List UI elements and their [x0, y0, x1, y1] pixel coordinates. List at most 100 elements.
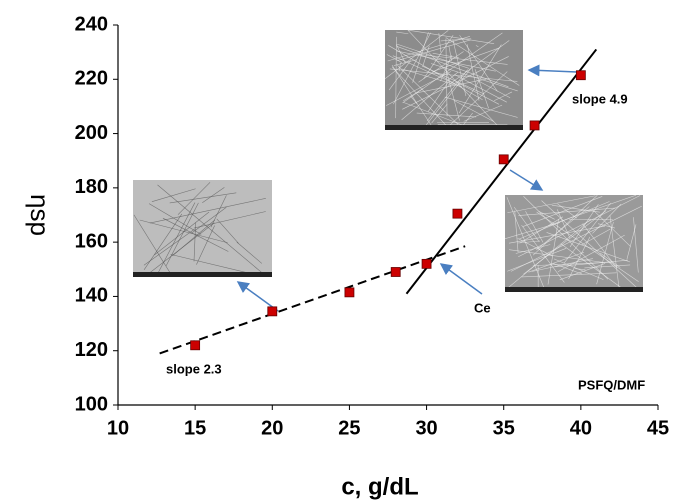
- texture: [387, 36, 471, 62]
- texture: [445, 67, 460, 121]
- texture: [407, 29, 495, 44]
- texture: [396, 31, 409, 35]
- texture: [521, 272, 617, 278]
- data-point: [498, 154, 509, 165]
- texture: [395, 36, 397, 119]
- x-tick-label: 20: [261, 417, 283, 439]
- texture: [402, 56, 509, 110]
- texture: [393, 32, 431, 105]
- texture: [145, 222, 215, 277]
- texture: [532, 195, 598, 256]
- texture: [210, 195, 227, 228]
- texture: [592, 208, 631, 247]
- texture: [133, 214, 171, 273]
- data-point: [190, 340, 201, 351]
- data-point: [267, 306, 278, 317]
- y-tick-label: 220: [75, 68, 108, 90]
- y-tick-label: 240: [75, 13, 108, 35]
- texture: [418, 51, 464, 83]
- x-axis-label: c, g/dL: [341, 473, 418, 500]
- texture: [156, 202, 196, 276]
- texture: [626, 224, 637, 260]
- texture: [421, 65, 485, 95]
- texture: [518, 195, 641, 258]
- texture: [448, 71, 508, 127]
- sem-image: [133, 180, 272, 277]
- texture: [154, 211, 210, 256]
- texture: [522, 196, 603, 227]
- texture: [504, 222, 560, 239]
- annotation: PSFQ/DMF: [578, 377, 645, 392]
- scale-bar: [133, 272, 272, 277]
- texture: [149, 198, 266, 224]
- texture: [552, 262, 583, 275]
- arrow: [509, 169, 544, 191]
- texture: [416, 112, 477, 118]
- texture: [396, 44, 406, 64]
- texture: [422, 45, 430, 66]
- texture: [599, 252, 621, 268]
- texture: [457, 82, 500, 105]
- y-tick-label: 180: [75, 176, 108, 198]
- texture: [463, 104, 503, 122]
- x-tick-label: 30: [415, 417, 437, 439]
- y-tick-label: 200: [75, 122, 108, 144]
- texture: [553, 258, 604, 280]
- arrow: [439, 263, 483, 295]
- texture: [148, 203, 202, 235]
- texture: [454, 74, 507, 103]
- x-tick-label: 10: [107, 417, 129, 439]
- texture: [157, 184, 264, 275]
- texture: [508, 225, 606, 244]
- texture: [569, 204, 599, 248]
- texture: [403, 88, 424, 102]
- texture: [453, 100, 494, 122]
- texture: [547, 219, 559, 285]
- texture: [139, 219, 228, 244]
- annotation: slope 4.9: [572, 91, 628, 106]
- texture: [162, 217, 229, 252]
- texture: [459, 35, 498, 92]
- texture: [523, 210, 607, 275]
- texture: [509, 249, 603, 263]
- x-tick-label: 35: [493, 417, 515, 439]
- y-tick-label: 100: [75, 393, 108, 415]
- texture: [151, 188, 196, 203]
- texture: [143, 213, 183, 271]
- texture: [427, 81, 449, 112]
- texture: [574, 268, 586, 271]
- texture: [476, 79, 511, 99]
- x-tick-label: 45: [647, 417, 669, 439]
- texture: [514, 210, 519, 253]
- texture: [510, 205, 642, 272]
- texture: [523, 196, 609, 280]
- data-point: [421, 258, 432, 269]
- texture: [401, 71, 459, 121]
- texture: [513, 206, 540, 243]
- data-point: [452, 208, 463, 219]
- texture: [425, 66, 473, 126]
- scale-bar: [385, 125, 523, 130]
- arrow: [527, 64, 578, 77]
- x-tick-label: 25: [338, 417, 360, 439]
- texture: [466, 44, 480, 101]
- texture: [517, 240, 541, 244]
- texture: [419, 54, 508, 65]
- texture: [170, 254, 253, 275]
- texture: [165, 202, 199, 266]
- texture: [384, 30, 449, 79]
- y-tick-label: 160: [75, 230, 108, 252]
- texture: [444, 96, 518, 118]
- texture: [407, 30, 502, 130]
- texture: [448, 45, 452, 61]
- arrow: [236, 281, 279, 312]
- texture: [391, 66, 450, 130]
- texture: [538, 210, 555, 220]
- sem-images: [133, 29, 643, 292]
- texture: [556, 209, 571, 238]
- texture: [438, 33, 442, 53]
- texture: [402, 68, 462, 88]
- texture: [633, 217, 639, 273]
- texture: [528, 251, 585, 273]
